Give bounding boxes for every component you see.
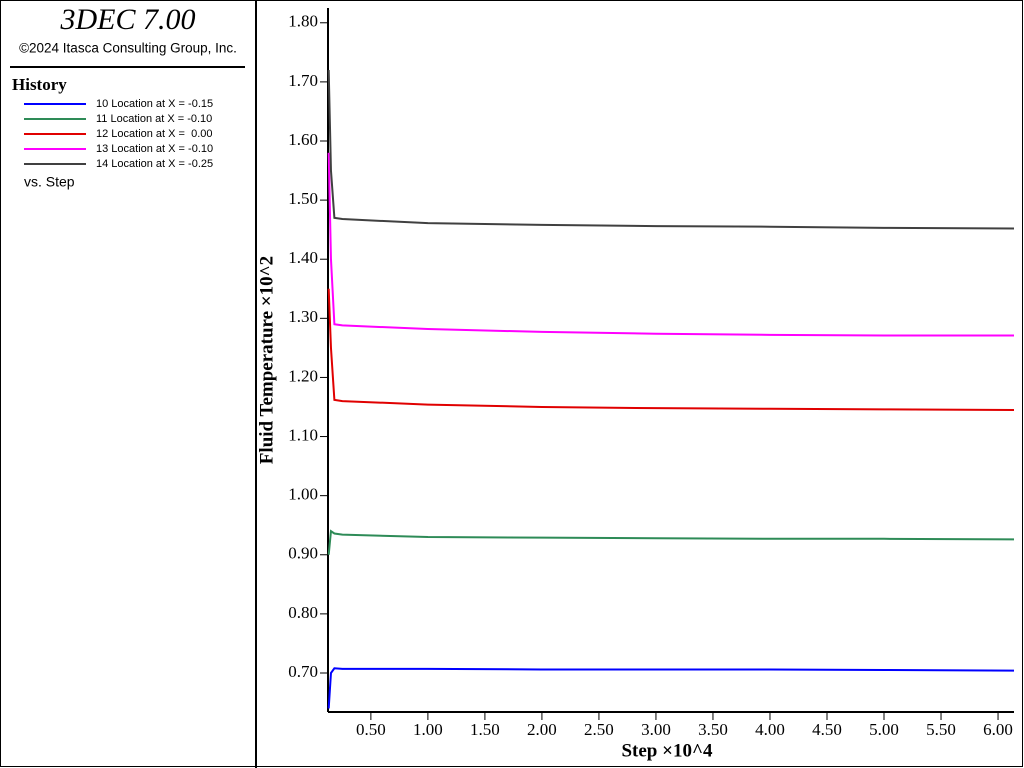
chart-title: 3DEC 7.00 — [60, 3, 196, 36]
x-tick-label: 3.00 — [641, 720, 671, 739]
y-tick-label: 1.60 — [288, 130, 318, 149]
series-line — [327, 288, 1015, 411]
subtitle: ©2024 Itasca Consulting Group, Inc. — [19, 41, 237, 56]
y-tick-label: 0.80 — [288, 603, 318, 622]
legend-title: History — [12, 75, 67, 94]
legend-entry: 10 Location at X = -0.15 — [96, 98, 213, 110]
x-tick-label: 2.50 — [584, 720, 614, 739]
legend-entry: 14 Location at X = -0.25 — [96, 158, 213, 170]
y-tick-label: 0.70 — [288, 662, 318, 681]
y-tick-label: 1.40 — [288, 248, 318, 267]
y-tick-label: 0.90 — [288, 544, 318, 563]
y-tick-label: 1.00 — [288, 485, 318, 504]
y-tick-label: 1.10 — [288, 425, 318, 444]
legend-entry: 12 Location at X = 0.00 — [96, 128, 213, 140]
legend-entry: 13 Location at X = -0.10 — [96, 143, 213, 155]
x-tick-label: 2.00 — [527, 720, 557, 739]
y-tick-label: 1.20 — [288, 366, 318, 385]
x-tick-label: 5.00 — [869, 720, 899, 739]
y-tick-label: 1.30 — [288, 307, 318, 326]
series-line — [327, 529, 1015, 555]
x-tick-label: 6.00 — [983, 720, 1013, 739]
y-tick-label: 1.80 — [288, 12, 318, 31]
y-tick-label: 1.70 — [288, 71, 318, 90]
x-axis-label: Step ×10^4 — [621, 740, 713, 761]
series-line — [327, 667, 1015, 709]
x-tick-label: 0.50 — [356, 720, 386, 739]
x-tick-label: 4.50 — [812, 720, 842, 739]
y-axis-label: Fluid Temperature ×10^2 — [256, 256, 277, 464]
y-tick-label: 1.50 — [288, 189, 318, 208]
legend-entry: 11 Location at X = -0.10 — [96, 113, 212, 125]
x-tick-label: 1.50 — [470, 720, 500, 739]
x-tick-label: 5.50 — [926, 720, 956, 739]
x-tick-label: 3.50 — [698, 720, 728, 739]
x-tick-label: 1.00 — [413, 720, 443, 739]
x-tick-label: 4.00 — [755, 720, 785, 739]
legend-footer: vs. Step — [24, 174, 75, 190]
series-line — [327, 152, 1014, 337]
series-line — [327, 70, 1015, 230]
